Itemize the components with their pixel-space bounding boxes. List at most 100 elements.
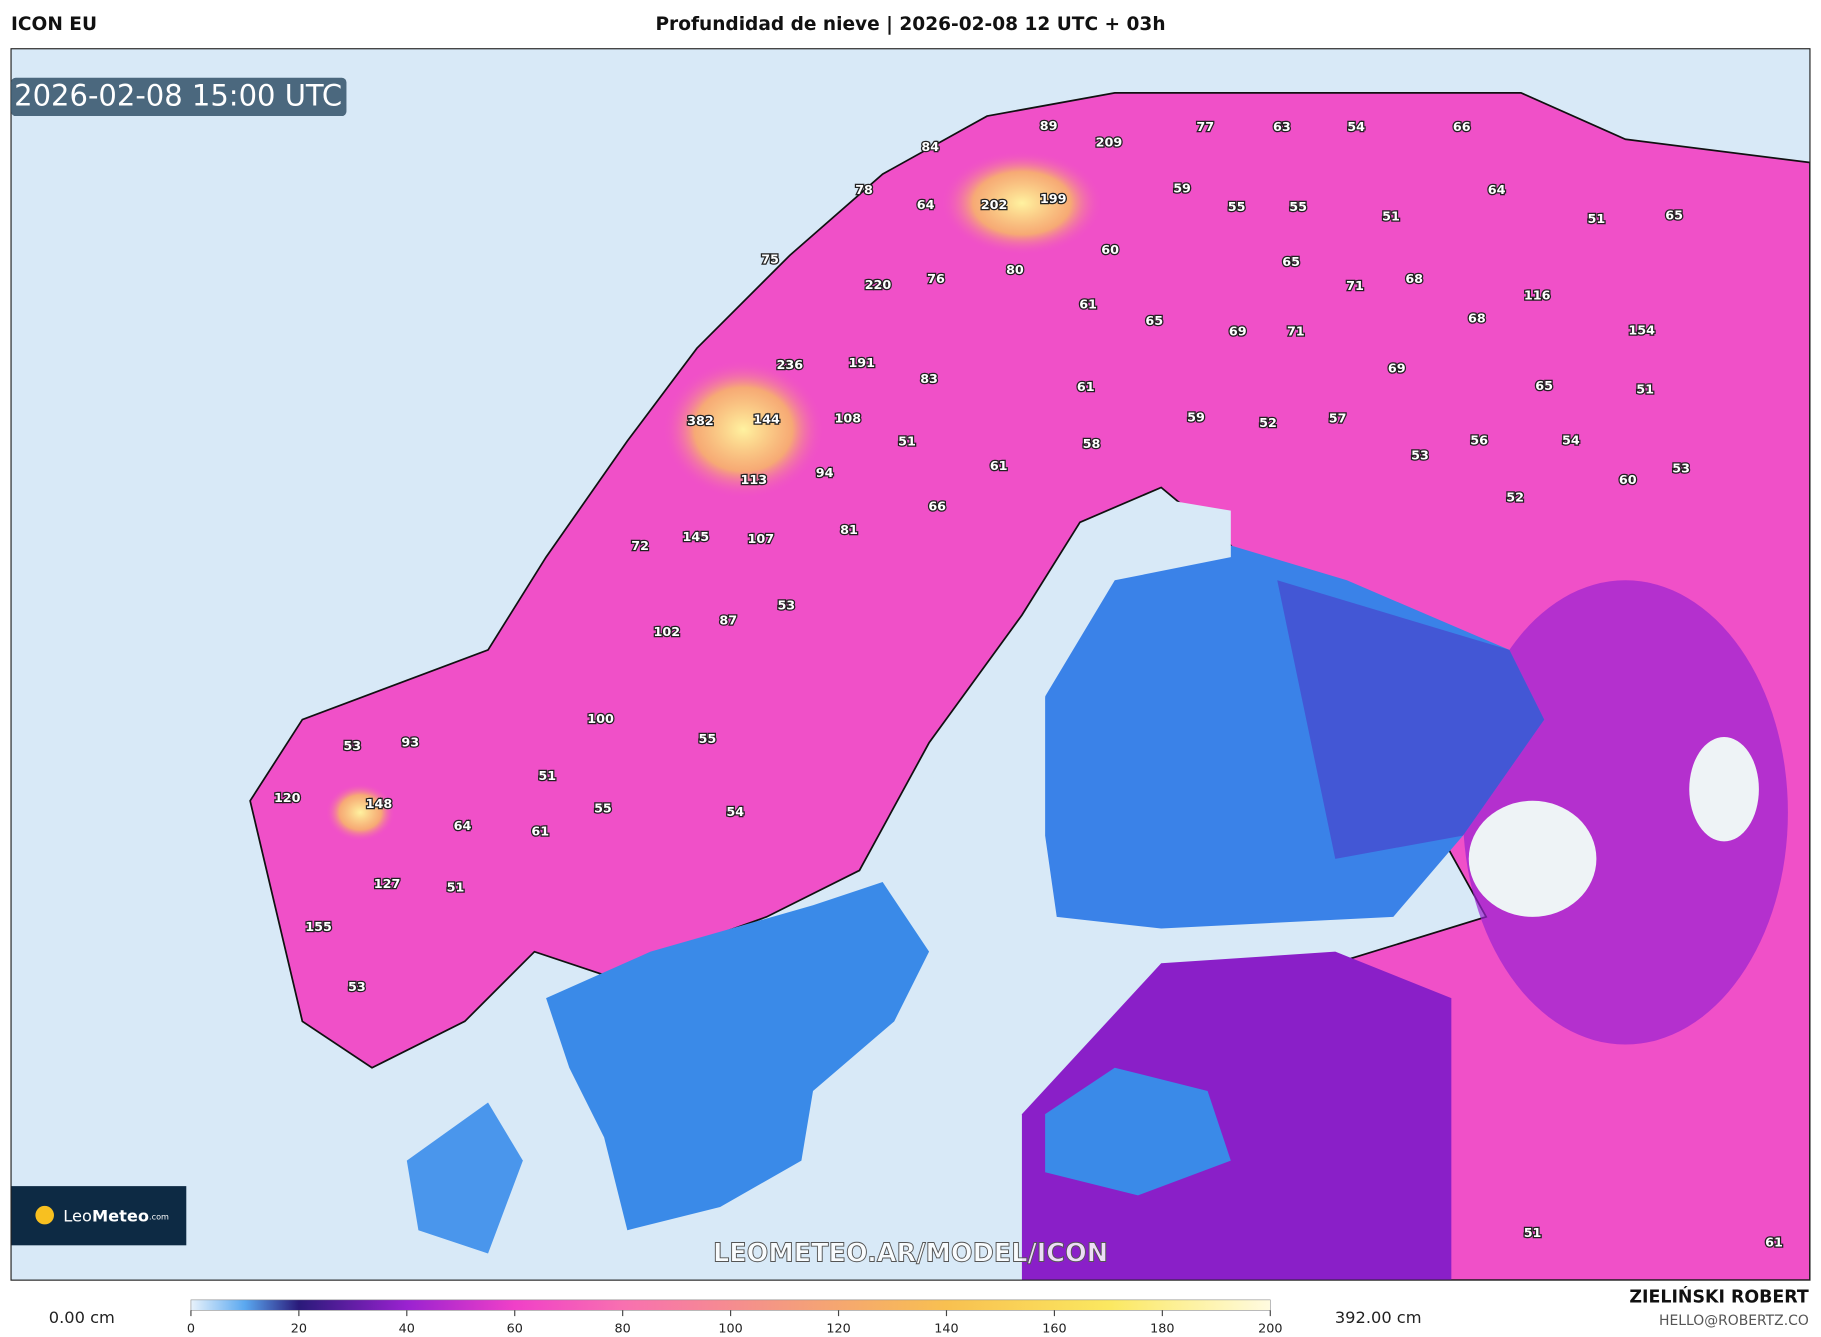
timestamp-box <box>11 77 347 117</box>
snow-depth-label: 107 <box>747 532 774 547</box>
snow-depth-label: 127 <box>374 877 401 892</box>
snow-depth-label: 51 <box>538 769 556 784</box>
snow-depth-label: 61 <box>1079 298 1097 313</box>
snow-depth-label: 64 <box>454 819 472 834</box>
denmark <box>406 1102 523 1254</box>
snow-depth-label: 80 <box>1006 263 1024 278</box>
snow-depth-label: 69 <box>1229 324 1247 339</box>
snow-depth-label: 236 <box>776 358 803 373</box>
snow-depth-label: 51 <box>447 880 465 895</box>
high-snow <box>662 359 825 500</box>
snow-depth-label: 191 <box>848 356 875 371</box>
map-frame <box>10 48 1811 1281</box>
snow-depth-label: 51 <box>1588 212 1606 227</box>
colorbar-tick-label: 180 <box>1150 1321 1174 1336</box>
snow-depth-label: 65 <box>1145 314 1163 329</box>
snow-depth-label: 63 <box>1273 120 1291 135</box>
snow-depth-label: 78 <box>855 183 873 198</box>
colorbar-tick-label: 20 <box>291 1321 307 1336</box>
colorbar-max: 392.00 cm <box>1335 1308 1422 1327</box>
watermark: LEOMETEO.AR/MODEL/ICON <box>713 1239 1108 1269</box>
snow-depth-label: 93 <box>401 735 419 750</box>
colorbar-tick-label: 160 <box>1042 1321 1066 1336</box>
snow-depth-label: 66 <box>1453 120 1471 135</box>
snow-depth-label: 202 <box>981 198 1008 213</box>
author-email: HELLO@ROBERTZ.CO <box>1659 1313 1809 1329</box>
snow-depth-label: 51 <box>1636 382 1654 397</box>
snow-depth-label: 53 <box>777 598 795 613</box>
snow-depth-label: 94 <box>816 466 834 481</box>
high-snow <box>325 783 396 842</box>
logo-text: LeoMeteo.com <box>63 1206 169 1225</box>
snow-depth-label: 77 <box>1196 120 1214 135</box>
snow-depth-label: 61 <box>990 459 1008 474</box>
latvia-coast <box>1045 1067 1231 1196</box>
snow-depth-label: 72 <box>631 539 649 554</box>
snow-depth-label: 55 <box>1289 200 1307 215</box>
snow-depth-label: 154 <box>1628 323 1655 338</box>
snow-depth-label: 51 <box>1382 210 1400 225</box>
snow-depth-label: 53 <box>348 980 366 995</box>
snow-depth-label: 61 <box>531 825 549 840</box>
colorbar-tick-label: 60 <box>507 1321 523 1336</box>
colorbar-tick-label: 80 <box>615 1321 631 1336</box>
snow-depth-label: 55 <box>1228 200 1246 215</box>
snow-depth-label: 54 <box>726 805 744 820</box>
snow-depth-label: 116 <box>1524 288 1551 303</box>
snow-depth-label: 148 <box>366 797 393 812</box>
snow-depth-label: 66 <box>928 500 946 515</box>
snow-depth-label: 54 <box>1347 120 1365 135</box>
snow-depth-label: 59 <box>1173 182 1191 197</box>
snow-depth-label: 61 <box>1077 380 1095 395</box>
snow-depth-label: 65 <box>1535 379 1553 394</box>
snow-depth-label: 64 <box>1488 183 1506 198</box>
colorbar-ticks: 0 20 40 60 80 100 120 140 160 180 200 <box>187 1310 1282 1336</box>
colorbar <box>190 1299 1271 1311</box>
snow-depth-label: 113 <box>741 473 768 488</box>
snow-depth-label: 71 <box>1346 279 1364 294</box>
snow-depth-label: 53 <box>1411 449 1429 464</box>
snow-depth-label: 53 <box>1672 461 1690 476</box>
snow-depth-label: 144 <box>753 413 780 428</box>
snow-depth-label: 155 <box>305 920 332 935</box>
snow-depth-label: 81 <box>840 523 858 538</box>
snow-depth-label: 84 <box>921 140 939 155</box>
map: 89 209 77 63 54 66 84 78 64 202 199 59 55 55 51 64 51 65 6… <box>11 48 1810 1281</box>
snow-depth-label: 76 <box>927 272 945 287</box>
snow-depth-label: 69 <box>1388 362 1406 377</box>
snow-depth-label: 55 <box>594 801 612 816</box>
snow-depth-label: 64 <box>917 198 935 213</box>
snow-depth-label: 58 <box>1083 437 1101 452</box>
snow-depth-label: 51 <box>898 435 916 450</box>
snow-depth-label: 102 <box>653 625 680 640</box>
snow-depth-label: 59 <box>1187 410 1205 425</box>
map-title: Profundidad de nieve | 2026-02-08 12 UTC… <box>655 14 1165 35</box>
snow-depth-label: 75 <box>761 252 779 267</box>
snow-depth-label: 199 <box>1040 192 1067 207</box>
snow-depth-label: 89 <box>1040 119 1058 134</box>
snow-depth-label: 145 <box>682 530 709 545</box>
snow-depth-label: 53 <box>343 739 361 754</box>
snow-depth-label: 61 <box>1765 1235 1783 1250</box>
baltic-land <box>1021 951 1452 1281</box>
snow-depth-label: 57 <box>1329 411 1347 426</box>
snow-depth-label: 209 <box>1096 135 1123 150</box>
author-name: ZIELIŃSKI ROBERT <box>1629 1286 1809 1308</box>
colorbar-tick-label: 40 <box>399 1321 415 1336</box>
map-labels: 89 209 77 63 54 66 84 78 64 202 199 59 55 55 51 64 51 65 6… <box>273 118 1784 1252</box>
lake-onega <box>1689 736 1759 842</box>
snow-depth-label: 60 <box>1101 243 1119 258</box>
model-name: ICON EU <box>11 14 97 35</box>
snow-depth-label: 83 <box>920 372 938 387</box>
logo-sun <box>35 1205 54 1225</box>
purple-zone <box>1462 580 1788 1045</box>
lake-ladoga <box>1468 800 1597 917</box>
colorbar-tick-label: 100 <box>718 1321 742 1336</box>
snow-depth-label: 120 <box>274 791 301 806</box>
colorbar-min: 0.00 cm <box>49 1308 115 1327</box>
colorbar-tick-label: 200 <box>1258 1321 1282 1336</box>
snow-depth-label: 382 <box>687 414 714 429</box>
snow-depth-label: 100 <box>587 712 614 727</box>
